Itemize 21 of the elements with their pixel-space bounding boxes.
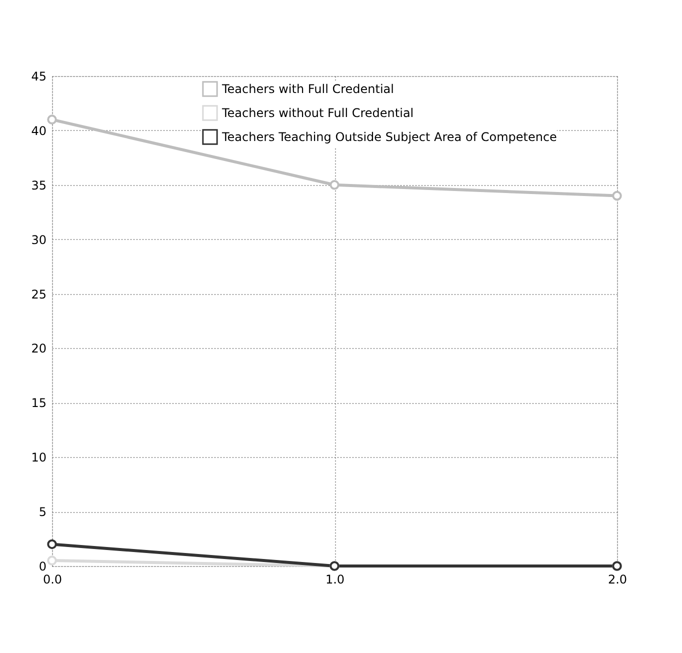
- y-tick-label: 45: [31, 70, 46, 84]
- legend-label: Teachers with Full Credential: [221, 82, 394, 96]
- y-tick-label: 35: [31, 178, 46, 192]
- legend-label: Teachers without Full Credential: [221, 106, 414, 120]
- point: [47, 556, 57, 566]
- x-tick-label: 0.0: [42, 572, 62, 586]
- legend-label: Teachers Teaching Outside Subject Area of Competence: [221, 130, 557, 144]
- point: [612, 190, 622, 201]
- x-tick-label: 2.0: [608, 572, 628, 586]
- y-tick-label: 25: [31, 287, 46, 302]
- point: [330, 180, 340, 190]
- y-tick-label: 0: [38, 560, 46, 574]
- y-tick-label: 20: [31, 342, 46, 356]
- point: [47, 114, 57, 124]
- point: [47, 539, 57, 550]
- y-tick-label: 15: [31, 396, 46, 410]
- y-tick-label: 5: [38, 505, 46, 520]
- y-tick-label: 10: [31, 450, 46, 465]
- y-tick-label: 40: [31, 124, 46, 138]
- x-tick-label: 1.0: [325, 572, 345, 586]
- y-tick-label: 30: [31, 232, 46, 247]
